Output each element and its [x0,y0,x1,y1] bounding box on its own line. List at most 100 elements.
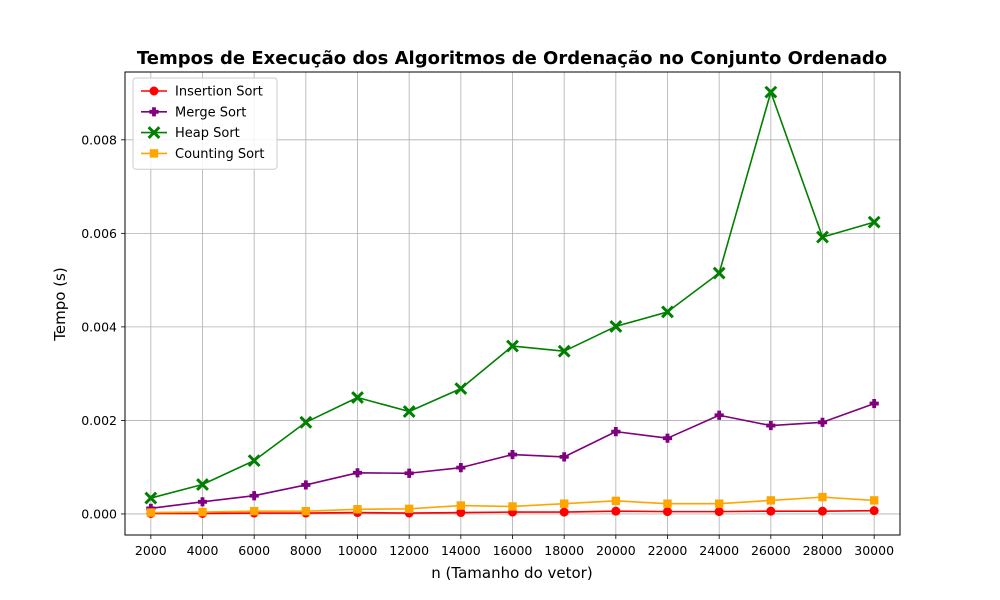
data-point-stroke [196,478,209,491]
data-point [611,496,621,506]
data-point [818,492,827,502]
plot-frame [124,71,901,536]
legend-item: Insertion Sort [141,85,263,100]
data-point [301,506,311,516]
x-tick-label: 18000 [544,543,584,558]
data-point [869,506,879,516]
data-point [404,504,414,514]
legend-label: Heap Sort [175,126,240,141]
data-point [662,433,673,443]
data-point-stroke [712,266,726,280]
data-point [249,491,259,501]
data-point [249,506,259,516]
x-tick-label: 6000 [238,543,270,558]
legend-label: Insertion Sort [175,85,263,100]
y-tick-label: 0.004 [81,319,117,334]
data-point [456,501,466,510]
data-point-stroke [402,405,416,418]
series-counting-sort [146,492,879,517]
data-point-stroke [299,415,313,429]
data-point-stroke [147,126,161,140]
x-tick-label: 16000 [493,543,533,558]
axes-layer: 2000 4000 6000 8000 10000 12000 14000 16000 1800… [81,71,901,558]
data-point [766,506,776,516]
x-tick-label: 12000 [389,543,429,558]
grid-layer [125,72,900,535]
data-point [867,215,881,229]
legend-box [132,77,278,170]
data-point [247,454,261,468]
x-tick-label: 26000 [751,543,791,558]
data-point [402,405,416,418]
data-point-stroke [867,215,881,229]
data-point [149,86,159,96]
y-tick-label: 0.002 [81,413,117,428]
data-point-stroke [609,319,623,333]
y-axis-label: Tempo (s) [51,267,69,341]
y-tick-label: 0.000 [81,506,117,521]
data-point [816,230,829,244]
data-point [144,491,158,505]
legend-label: Merge Sort [175,105,246,120]
data-point [146,508,156,517]
data-point [818,506,827,516]
x-tick-label: 20000 [596,543,636,558]
data-point [714,410,724,420]
legend: Insertion Sort Merge Sort Heap Sort Countin… [132,77,278,170]
data-point [663,507,672,517]
x-axis-label: n (Tamanho do vetor) [431,564,592,582]
legend-item: Merge Sort [141,105,246,120]
legend-item: Heap Sort [141,126,240,141]
data-point-stroke [247,454,261,468]
data-point [559,507,569,517]
data-point [766,420,776,431]
data-point [196,478,209,491]
data-point [869,496,879,505]
data-point [508,502,517,511]
data-point [559,499,569,508]
y-tick-label: 0.008 [81,132,117,147]
x-tick-label: 14000 [441,543,481,558]
data-point [149,149,159,158]
data-point [609,319,623,333]
series-heap-sort [144,85,881,505]
data-point [506,339,519,353]
legend-item: Counting Sort [141,147,265,162]
data-point [869,398,879,409]
x-tick-label: 30000 [854,543,894,558]
data-point [766,496,776,505]
data-point [712,266,726,280]
data-point [611,427,621,437]
data-point [764,85,778,99]
data-point-stroke [661,305,674,319]
data-point [611,506,621,516]
data-point [454,382,468,396]
data-point [299,415,313,429]
x-tick-label: 10000 [338,543,378,558]
data-point [301,480,311,490]
data-point [351,391,364,404]
data-point [559,452,569,462]
data-point [817,417,828,427]
chart-title: Tempos de Execução dos Algoritmos de Ord… [137,48,887,69]
data-point [404,468,414,478]
data-point [146,503,156,513]
data-point [198,507,207,517]
data-point [352,468,363,478]
data-point-stroke [764,85,778,99]
data-point-stroke [816,230,829,244]
y-tick-label: 0.006 [81,226,117,241]
data-point-stroke [506,339,519,353]
legend-label: Counting Sort [175,147,265,162]
x-tick-label: 4000 [187,543,219,558]
x-tick-label: 24000 [699,543,739,558]
x-tick-label: 8000 [290,543,322,558]
data-point-stroke [351,391,364,404]
data-point [557,344,571,358]
data-point [456,508,466,518]
series-layer [144,85,881,518]
x-tick-label: 22000 [648,543,688,558]
x-tick-label: 2000 [135,543,167,558]
x-tick-label: 28000 [803,543,843,558]
